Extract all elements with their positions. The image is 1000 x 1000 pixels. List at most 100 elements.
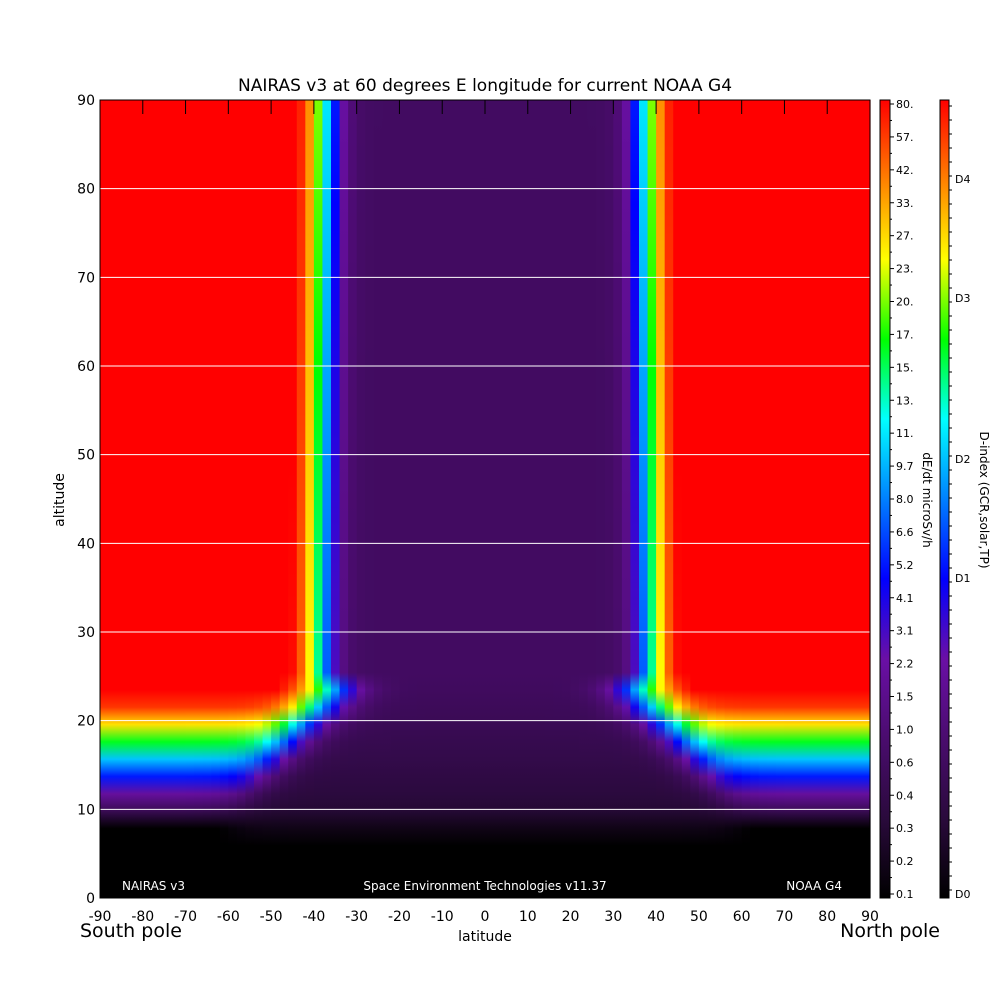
dose-tick-label: 2.2 [896, 658, 914, 671]
heatmap-column [117, 100, 127, 898]
heatmap-column [844, 100, 854, 898]
heatmap-column [416, 100, 426, 898]
x-tick-label: -90 [89, 909, 112, 925]
x-tick-label: 80 [818, 909, 836, 925]
heatmap-column [382, 100, 392, 898]
heatmap-column [288, 100, 298, 898]
grid-lines [100, 188, 870, 810]
dose-tick-label: 27. [896, 230, 914, 243]
x-tick-label: -70 [174, 909, 197, 925]
y-tick-label: 20 [77, 714, 95, 730]
ground-level-shading [100, 800, 870, 898]
x-tick-label: 50 [690, 909, 708, 925]
x-tick-label: -10 [431, 909, 454, 925]
chart-title: NAIRAS v3 at 60 degrees E longitude for … [238, 76, 732, 96]
heatmap-column [313, 100, 324, 898]
dose-colorbar [879, 99, 891, 899]
heatmap-column [373, 100, 383, 898]
heatmap-column [775, 100, 786, 898]
heatmap-column [596, 100, 606, 898]
heatmap-column [151, 100, 161, 898]
heatmap-column [656, 100, 666, 898]
dindex-colorbar-label: D-index (GCR,solar,TP) [977, 431, 991, 568]
heatmap [100, 100, 871, 898]
heatmap-column [647, 100, 657, 898]
heatmap-column [698, 100, 709, 898]
heatmap-column [271, 100, 281, 898]
heatmap-column [502, 100, 512, 898]
heatmap-column [100, 100, 110, 898]
heatmap-column [296, 100, 306, 898]
heatmap-column [485, 100, 495, 898]
heatmap-column [801, 100, 811, 898]
heatmap-column [527, 100, 537, 898]
dindex-tick-label: D0 [955, 888, 970, 901]
north-pole-label: North pole [840, 920, 940, 942]
heatmap-column [750, 100, 760, 898]
heatmap-column [818, 100, 828, 898]
heatmap-column [408, 100, 418, 898]
heatmap-column [236, 100, 247, 898]
plot-frame [99, 99, 871, 899]
heatmap-column [639, 100, 649, 898]
y-tick-label: 70 [77, 270, 95, 286]
heatmap-column [630, 100, 640, 898]
dose-tick-label: 17. [896, 328, 914, 341]
heatmap-column [399, 100, 409, 898]
heatmap-column [125, 100, 135, 898]
dindex-tick-label: D3 [955, 292, 970, 305]
dose-tick-label: 0.2 [896, 855, 914, 868]
heatmap-column [228, 100, 238, 898]
dose-tick-label: 6.6 [896, 526, 914, 539]
dose-tick-label: 13. [896, 394, 914, 407]
dose-tick-label: 0.4 [896, 789, 914, 802]
heatmap-column [142, 100, 152, 898]
south-pole-label: South pole [80, 920, 182, 942]
x-tick-label: 90 [861, 909, 879, 925]
heatmap-column [587, 100, 597, 898]
x-tick-label: 30 [604, 909, 622, 925]
heatmap-column [339, 100, 349, 898]
dose-tick-label: 11. [896, 427, 914, 440]
dindex-colorbar [939, 99, 950, 899]
dose-tick-label: 42. [896, 164, 914, 177]
dindex-tick-label: D4 [955, 173, 970, 186]
heatmap-column [690, 100, 700, 898]
heatmap-column [544, 100, 555, 898]
heatmap-column [185, 100, 195, 898]
heatmap-column [219, 100, 229, 898]
dose-tick-label: 23. [896, 263, 914, 276]
heatmap-column [425, 100, 435, 898]
y-tick-label: 80 [77, 182, 95, 198]
heatmap-column [279, 100, 289, 898]
y-tick-label: 10 [77, 802, 95, 818]
dindex-tick-label: D2 [955, 453, 970, 466]
heatmap-column [322, 100, 332, 898]
heatmap-column [442, 100, 452, 898]
heatmap-column [562, 100, 572, 898]
y-tick-label: 30 [77, 625, 95, 641]
dose-tick-label: 0.3 [896, 822, 914, 835]
heatmap-column [159, 100, 170, 898]
annotation-storm-level: NOAA G4 [786, 879, 842, 893]
annotation-model: NAIRAS v3 [122, 879, 185, 893]
dose-tick-label: 15. [896, 361, 914, 374]
dose-tick-label: 3.1 [896, 625, 914, 638]
x-tick-label: -60 [217, 909, 240, 925]
heatmap-column [810, 100, 820, 898]
annotation-credit: Space Environment Technologies v11.37 [363, 879, 606, 893]
heatmap-column [493, 100, 503, 898]
heatmap-column [724, 100, 734, 898]
heatmap-column [681, 100, 691, 898]
heatmap-column [168, 100, 178, 898]
heatmap-column [519, 100, 529, 898]
heatmap-column [245, 100, 255, 898]
heatmap-column [134, 100, 144, 898]
heatmap-column [741, 100, 751, 898]
x-tick-label: 10 [519, 909, 537, 925]
y-axis-tick-labels: 0 10 20 30 40 50 60 70 80 90 [77, 93, 95, 907]
heatmap-column [467, 100, 478, 898]
dose-tick-label: 20. [896, 296, 914, 309]
heatmap-column [365, 100, 375, 898]
x-axis-label: latitude [458, 929, 512, 945]
